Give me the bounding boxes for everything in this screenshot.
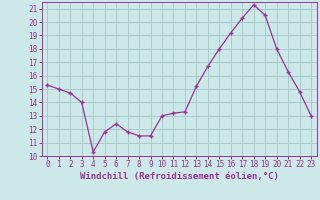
- X-axis label: Windchill (Refroidissement éolien,°C): Windchill (Refroidissement éolien,°C): [80, 172, 279, 181]
